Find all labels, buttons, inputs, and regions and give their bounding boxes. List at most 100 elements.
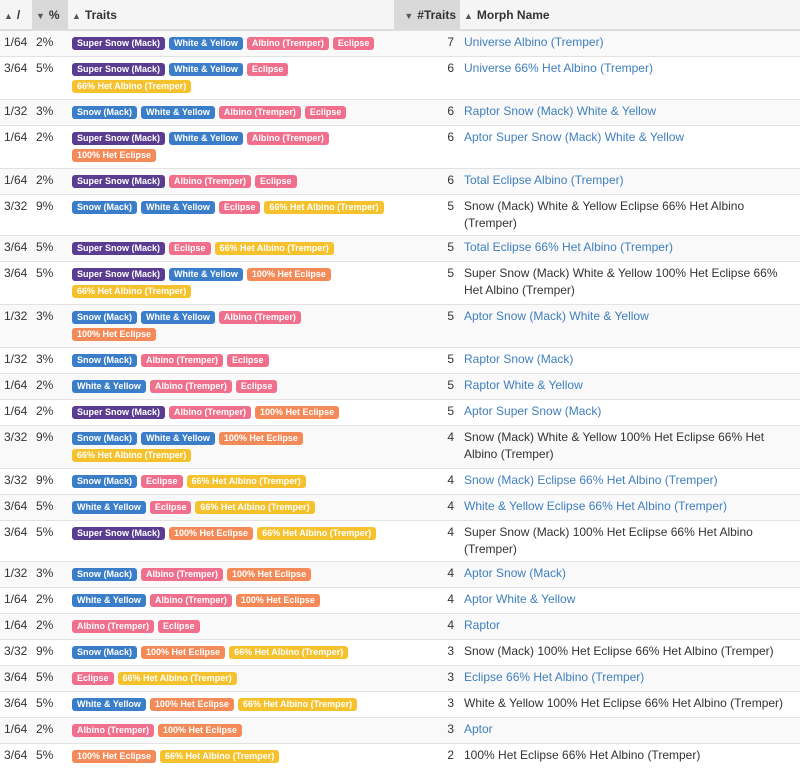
morph-name-link[interactable]: Aptor White & Yellow xyxy=(464,592,575,606)
ratio-cell: 1/64 xyxy=(0,588,32,614)
percent-cell: 9% xyxy=(32,426,68,469)
morph-name-link[interactable]: Aptor xyxy=(464,722,493,736)
column-header-ratio[interactable]: ▲︎/ xyxy=(0,0,32,30)
morph-name-link[interactable]: Aptor Super Snow (Mack) xyxy=(464,404,601,418)
trait-badge-supersnow: Super Snow (Mack) xyxy=(72,175,165,188)
trait-badge-supersnow: Super Snow (Mack) xyxy=(72,37,165,50)
morph-name-cell: White & Yellow 100% Het Eclipse 66% Het … xyxy=(460,692,800,718)
ratio-cell: 1/64 xyxy=(0,614,32,640)
num-traits-cell: 5 xyxy=(394,374,460,400)
column-header-morph-name-label: Morph Name xyxy=(477,8,550,22)
ratio-cell: 3/64 xyxy=(0,495,32,521)
trait-badge-hetecl: 100% Het Eclipse xyxy=(219,432,303,445)
traits-cell: Albino (Tremper)100% Het Eclipse xyxy=(68,718,394,744)
morph-name-link[interactable]: Aptor Super Snow (Mack) White & Yellow xyxy=(464,130,684,144)
percent-cell: 2% xyxy=(32,30,68,57)
morph-name-cell: Total Eclipse Albino (Tremper) xyxy=(460,169,800,195)
morph-name-cell: Snow (Mack) White & Yellow Eclipse 66% H… xyxy=(460,195,800,236)
column-header-num-traits[interactable]: ▼#Traits xyxy=(394,0,460,30)
num-traits-cell: 5 xyxy=(394,400,460,426)
num-traits-cell: 5 xyxy=(394,305,460,348)
trait-badge-wy: White & Yellow xyxy=(169,37,243,50)
trait-badge-albino: Albino (Tremper) xyxy=(72,724,154,737)
trait-badge-albino: Albino (Tremper) xyxy=(169,175,251,188)
morph-name-link[interactable]: White & Yellow Eclipse 66% Het Albino (T… xyxy=(464,499,727,513)
num-traits-cell: 2 xyxy=(394,744,460,769)
morph-name-link[interactable]: Snow (Mack) Eclipse 66% Het Albino (Trem… xyxy=(464,473,718,487)
num-traits-cell: 4 xyxy=(394,495,460,521)
trait-badge-hetalb: 66% Het Albino (Tremper) xyxy=(264,201,383,214)
trait-badge-hetalb: 66% Het Albino (Tremper) xyxy=(118,672,237,685)
sort-icon: ▲︎ xyxy=(4,11,13,21)
column-header-morph-name[interactable]: ▲︎Morph Name xyxy=(460,0,800,30)
column-header-traits[interactable]: ▲︎Traits xyxy=(68,0,394,30)
trait-badge-albino: Albino (Tremper) xyxy=(247,132,329,145)
num-traits-cell: 6 xyxy=(394,57,460,100)
ratio-cell: 1/64 xyxy=(0,718,32,744)
percent-cell: 2% xyxy=(32,400,68,426)
trait-badge-wy: White & Yellow xyxy=(169,63,243,76)
percent-cell: 5% xyxy=(32,236,68,262)
ratio-cell: 1/32 xyxy=(0,100,32,126)
percent-cell: 9% xyxy=(32,640,68,666)
ratio-cell: 3/64 xyxy=(0,666,32,692)
num-traits-cell: 4 xyxy=(394,521,460,562)
trait-badge-eclipse: Eclipse xyxy=(227,354,269,367)
morph-name-link[interactable]: Raptor xyxy=(464,618,500,632)
trait-badge-eclipse: Eclipse xyxy=(305,106,347,119)
num-traits-cell: 4 xyxy=(394,588,460,614)
morph-name-cell: Aptor White & Yellow xyxy=(460,588,800,614)
trait-badge-supersnow: Super Snow (Mack) xyxy=(72,63,165,76)
morph-name-text: 100% Het Eclipse 66% Het Albino (Tremper… xyxy=(464,748,700,762)
trait-badge-snow: Snow (Mack) xyxy=(72,311,137,324)
ratio-cell: 1/32 xyxy=(0,562,32,588)
ratio-cell: 3/64 xyxy=(0,521,32,562)
morph-name-link[interactable]: Eclipse 66% Het Albino (Tremper) xyxy=(464,670,644,684)
morph-name-link[interactable]: Universe Albino (Tremper) xyxy=(464,35,604,49)
morph-name-text: Super Snow (Mack) 100% Het Eclipse 66% H… xyxy=(464,525,753,556)
sort-desc-icon: ▼ xyxy=(36,11,45,21)
trait-badge-hetecl: 100% Het Eclipse xyxy=(72,149,156,162)
column-header-percent-label: % xyxy=(49,8,60,22)
column-header-percent[interactable]: ▼% xyxy=(32,0,68,30)
trait-badge-albino: Albino (Tremper) xyxy=(150,380,232,393)
percent-cell: 3% xyxy=(32,562,68,588)
morph-name-cell: Universe 66% Het Albino (Tremper) xyxy=(460,57,800,100)
num-traits-cell: 6 xyxy=(394,126,460,169)
trait-badge-hetalb: 66% Het Albino (Tremper) xyxy=(195,501,314,514)
morph-name-cell: Super Snow (Mack) White & Yellow 100% He… xyxy=(460,262,800,305)
trait-badge-wy: White & Yellow xyxy=(72,501,146,514)
ratio-cell: 1/64 xyxy=(0,374,32,400)
morph-name-cell: Aptor xyxy=(460,718,800,744)
morph-name-link[interactable]: Total Eclipse 66% Het Albino (Tremper) xyxy=(464,240,673,254)
morph-name-link[interactable]: Aptor Snow (Mack) White & Yellow xyxy=(464,309,649,323)
trait-badge-wy: White & Yellow xyxy=(72,594,146,607)
morph-name-link[interactable]: Raptor Snow (Mack) White & Yellow xyxy=(464,104,656,118)
morph-name-link[interactable]: Raptor Snow (Mack) xyxy=(464,352,573,366)
morph-name-text: Snow (Mack) 100% Het Eclipse 66% Het Alb… xyxy=(464,644,774,658)
traits-cell: Albino (Tremper)Eclipse xyxy=(68,614,394,640)
morph-name-link[interactable]: Raptor White & Yellow xyxy=(464,378,583,392)
traits-cell: Snow (Mack)Albino (Tremper)Eclipse xyxy=(68,348,394,374)
morph-name-cell: Raptor Snow (Mack) xyxy=(460,348,800,374)
morph-name-link[interactable]: Aptor Snow (Mack) xyxy=(464,566,566,580)
trait-badge-hetalb: 66% Het Albino (Tremper) xyxy=(257,527,376,540)
trait-badge-albino: Albino (Tremper) xyxy=(141,568,223,581)
trait-badge-hetecl: 100% Het Eclipse xyxy=(141,646,225,659)
morph-name-link[interactable]: Universe 66% Het Albino (Tremper) xyxy=(464,61,653,75)
morph-name-link[interactable]: Total Eclipse Albino (Tremper) xyxy=(464,173,624,187)
trait-badge-hetalb: 66% Het Albino (Tremper) xyxy=(72,80,191,93)
percent-cell: 5% xyxy=(32,692,68,718)
